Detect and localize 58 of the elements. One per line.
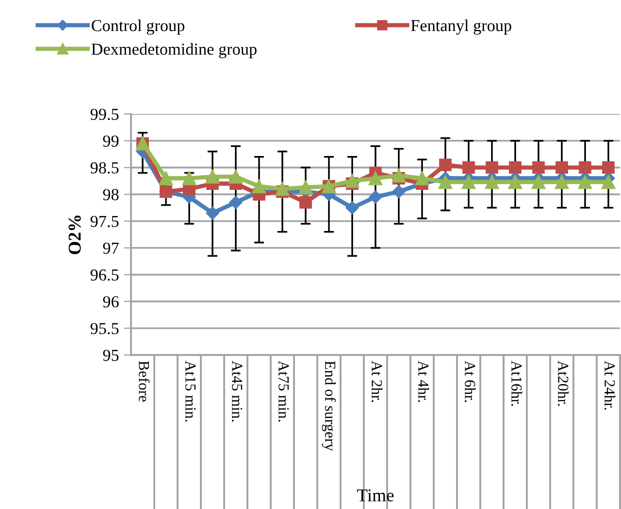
x-axis-title: Time (357, 489, 394, 502)
point (484, 175, 499, 189)
point (346, 201, 359, 214)
point (252, 179, 266, 194)
x-tick-label: At 4hr. (418, 360, 429, 402)
point (275, 182, 290, 196)
legend-label: Fentanyl group (411, 19, 512, 35)
point (206, 206, 220, 220)
point (415, 171, 430, 186)
point (508, 175, 522, 189)
point (578, 161, 592, 174)
point (206, 170, 220, 184)
y-tick-label: 99.5 (90, 108, 119, 120)
point (368, 171, 382, 186)
y-tick-label: 98 (103, 189, 119, 200)
point (601, 175, 616, 189)
point (345, 174, 360, 188)
point (556, 161, 568, 174)
point (486, 161, 498, 174)
y-tick-label: 95 (103, 350, 119, 361)
point (392, 185, 406, 198)
point (182, 171, 196, 186)
x-tick-label: At16hr. (511, 360, 522, 406)
point (368, 190, 382, 204)
legend-label: Control group (92, 19, 184, 35)
x-tick-label: At 24hr. (604, 360, 616, 410)
point (229, 196, 242, 209)
point (602, 161, 615, 174)
x-tick-label: At 6hr. (464, 360, 476, 402)
point (462, 175, 476, 189)
y-tick-label: 95.5 (90, 322, 119, 334)
x-tick-label: End of surgery (322, 360, 336, 452)
point (508, 161, 522, 174)
x-tick-label: At20hr. (558, 360, 569, 406)
point (462, 161, 475, 174)
point (532, 175, 546, 189)
y-tick-label: 96 (103, 296, 119, 308)
point (578, 175, 592, 189)
y-tick-label: 98.5 (90, 162, 119, 174)
point (438, 175, 452, 189)
x-tick-label: Before (138, 360, 150, 402)
y-tick-label: 97 (103, 242, 119, 254)
point (392, 168, 406, 183)
x-tick-label: At45 min. (232, 360, 242, 422)
point (158, 171, 173, 186)
y-tick-label: 99 (103, 136, 119, 147)
y-axis-title: O2% (68, 216, 81, 254)
x-tick-label: At15 min. (185, 360, 196, 422)
point (554, 175, 569, 189)
y-tick-label: 96.5 (90, 269, 119, 281)
x-tick-label: At 2hr. (372, 360, 382, 402)
point (532, 161, 545, 174)
point (439, 158, 452, 172)
point (228, 170, 243, 184)
x-tick-label: At75 min. (278, 360, 289, 422)
legend-label: Dexmedetomidine group (92, 43, 257, 58)
point (299, 196, 312, 209)
y-tick-label: 97.5 (90, 216, 119, 228)
